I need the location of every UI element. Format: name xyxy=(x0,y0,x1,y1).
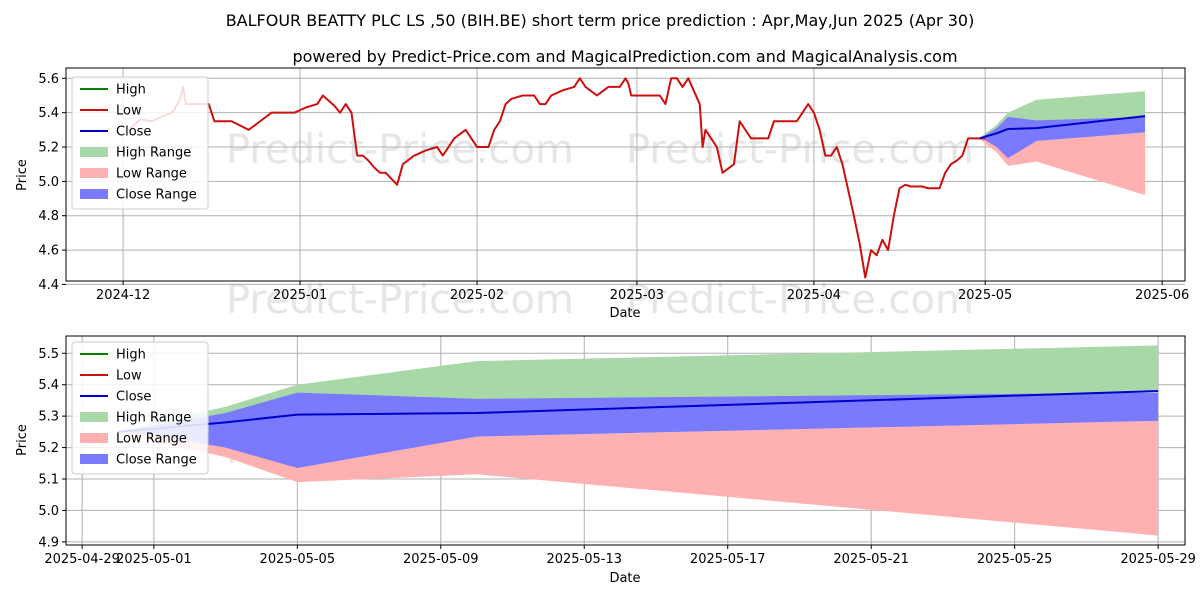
top-legend: High Low Close High Range Low Range Close Ran… xyxy=(71,76,209,210)
bottom-x-tick-label: 2025-05-05 xyxy=(260,552,336,567)
top-watermarks: Predict-Price.com Predict-Price.com Pred… xyxy=(226,127,974,323)
top-x-tick-label: 2025-04 xyxy=(787,288,841,303)
top-series-lines xyxy=(128,77,1146,279)
top-low-line xyxy=(128,77,986,279)
bottom-y-tick-label: 5.4 xyxy=(38,378,59,393)
bottom-x-tick-label: 2025-05-25 xyxy=(977,552,1053,567)
top-y-tick-label: 4.4 xyxy=(38,278,59,293)
top-legend-high-label: High xyxy=(116,83,146,98)
top-watermark-1: Predict-Price.com xyxy=(226,127,574,173)
top-x-tick-label: 2025-05 xyxy=(958,288,1012,303)
bottom-legend-low-range-swatch xyxy=(80,433,108,443)
top-x-tick-label: 2025-01 xyxy=(273,288,327,303)
top-plot-frame xyxy=(65,67,1186,282)
top-legend-low-label: Low xyxy=(116,104,142,119)
bottom-xlabel: Date xyxy=(609,571,640,586)
bottom-legend-low-label: Low xyxy=(116,369,142,384)
top-xlabel: Date xyxy=(609,306,640,321)
bottom-x-tick-label: 2025-05-01 xyxy=(116,552,192,567)
bottom-legend-close-label: Close xyxy=(116,390,151,405)
bottom-x-tick-label: 2025-05-09 xyxy=(403,552,479,567)
top-y-tick-label: 5.2 xyxy=(38,141,59,156)
bottom-range-areas xyxy=(118,345,1159,536)
top-legend-close-label: Close xyxy=(116,125,151,140)
top-close-line xyxy=(979,115,1146,140)
chart-title: BALFOUR BEATTY PLC LS ,50 (BIH.BE) short… xyxy=(226,11,975,30)
top-x-tick-label: 2025-03 xyxy=(610,288,664,303)
bottom-legend-high-range-swatch xyxy=(80,412,108,422)
top-legend-low-range-label: Low Range xyxy=(116,167,187,182)
bottom-legend-close-range-label: Close Range xyxy=(116,453,197,468)
bottom-x-tick-label: 2025-05-21 xyxy=(833,552,909,567)
bottom-y-tick-label: 5.3 xyxy=(38,410,59,425)
top-close-range-area xyxy=(979,116,1146,159)
top-y-tick-label: 5.0 xyxy=(38,175,59,190)
top-axes: 2024-12 2025-01 2025-02 2025-03 2025-04 2025-… xyxy=(38,72,1189,303)
bottom-x-tick-label: 2025-05-17 xyxy=(690,552,766,567)
bottom-x-tick-label: 2025-05-13 xyxy=(546,552,622,567)
top-watermark-2: Predict-Price.com xyxy=(626,127,974,173)
top-panel: Predict-Price.com Predict-Price.com Pred… xyxy=(15,67,1189,323)
bottom-y-tick-label: 5.5 xyxy=(38,347,59,362)
top-grid xyxy=(66,68,1185,285)
bottom-x-tick-label: 2025-04-29 xyxy=(44,552,120,567)
bottom-ylabel: Price xyxy=(15,424,30,456)
bottom-y-tick-label: 5.1 xyxy=(38,473,59,488)
bottom-y-tick-label: 5.2 xyxy=(38,441,59,456)
top-y-tick-label: 4.8 xyxy=(38,209,59,224)
top-legend-low-range-swatch xyxy=(80,168,108,178)
top-legend-high-range-label: High Range xyxy=(116,146,191,161)
bottom-legend-high-label: High xyxy=(116,348,146,363)
top-ylabel: Price xyxy=(15,159,30,191)
bottom-legend-low-range-label: Low Range xyxy=(116,432,187,447)
chart-subtitle: powered by Predict-Price.com and Magical… xyxy=(292,47,957,66)
top-y-tick-label: 5.4 xyxy=(38,106,59,121)
bottom-legend-high-range-label: High Range xyxy=(116,411,191,426)
top-y-tick-label: 4.6 xyxy=(38,244,59,259)
bottom-legend-close-range-swatch xyxy=(80,454,108,464)
top-x-tick-label: 2024-12 xyxy=(96,288,150,303)
bottom-close-range-area xyxy=(118,392,1159,468)
bottom-y-tick-label: 4.9 xyxy=(38,535,59,550)
top-legend-high-range-swatch xyxy=(80,147,108,157)
bottom-y-tick-label: 5.0 xyxy=(38,504,59,519)
top-legend-close-range-label: Close Range xyxy=(116,188,197,203)
top-y-tick-label: 5.6 xyxy=(38,72,59,87)
bottom-x-tick-label: 2025-05-29 xyxy=(1120,552,1196,567)
top-range-areas xyxy=(979,91,1146,196)
top-legend-close-range-swatch xyxy=(80,189,108,199)
top-x-tick-label: 2025-02 xyxy=(450,288,504,303)
top-x-tick-label: 2025-06 xyxy=(1135,288,1189,303)
bottom-panel: Predict-Price.com Predict-Price.com 2025… xyxy=(15,335,1196,586)
bottom-legend: High Low Close High Range Low Range Close Ran… xyxy=(71,341,209,475)
bottom-plot-frame xyxy=(65,335,1186,546)
